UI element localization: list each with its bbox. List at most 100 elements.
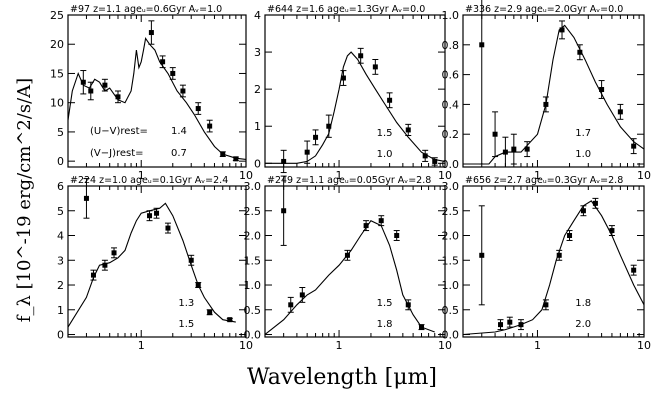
vj-rest-value: 0.7 [171,148,187,159]
uv-rest-value: 1.3 [178,298,194,309]
x-tick-label: 10 [438,169,452,182]
data-point [559,27,565,33]
panel-frame [462,14,645,168]
data-point [170,70,176,76]
y-tick-label: 1.0 [442,279,460,292]
data-point [220,151,226,157]
vj-rest-value: 1.0 [377,149,393,160]
y-tick-label: 2 [254,83,261,96]
data-point [195,282,201,288]
x-tick-label: 1 [534,169,541,182]
data-point [111,250,117,256]
panel-frame [67,14,247,168]
y-tick-label: 0.5 [244,304,262,317]
x-tick-label: 1 [138,339,145,352]
y-tick-label: 15 [50,67,64,80]
vj-rest-value: 1.8 [377,319,393,330]
x-tick-label: 10 [239,169,253,182]
model-spectrum [463,200,644,336]
data-point [304,149,310,155]
data-point [288,302,294,308]
model-spectrum [68,202,236,328]
data-point [524,146,530,152]
y-tick-label: 4 [57,230,64,243]
vj-rest-value: 2.0 [575,319,591,330]
uv-rest-value: 1.5 [377,298,393,309]
x-tick-label: 1 [336,339,343,352]
data-point [617,109,623,115]
data-point [372,64,378,70]
data-point [207,309,213,315]
model-spectrum [265,51,445,164]
data-point [148,30,154,36]
data-point [188,257,194,263]
uv-rest-label: (U−V)rest= [90,126,148,137]
vj-rest-label: (V−J)rest= [90,148,144,159]
data-point [502,149,508,155]
data-point [340,75,346,81]
data-point [498,322,504,328]
panel-frame [462,185,645,338]
data-point [422,153,428,159]
data-point [479,252,485,258]
model-spectrum [265,220,435,335]
data-point [281,158,287,164]
data-point [543,101,549,107]
panel-title: #97 z=1.1 ageᵤ=0.6Gyr Aᵥ=1.0 [70,4,222,15]
uv-rest-value: 1.7 [575,128,591,139]
y-tick-label: 0 [57,329,64,342]
data-point [631,267,637,273]
data-point [492,131,498,137]
data-point [507,319,513,325]
panel-title: #249 z=1.1 ageᵤ=0.05Gyr Aᵥ=2.8 [267,175,431,186]
uv-rest-value: 1.8 [575,298,591,309]
y-tick-label: 2.0 [244,230,262,243]
x-tick-label: 1 [336,169,343,182]
y-tick-label: 3.0 [244,180,262,193]
uv-rest-value: 1.5 [377,128,393,139]
data-point [90,272,96,278]
panel-title: #656 z=2.7 ageᵤ=0.3Gyr Aᵥ=2.8 [465,175,623,186]
x-tick-label: 10 [239,339,253,352]
y-tick-label: 3 [254,46,261,59]
x-tick-label: 10 [637,339,651,352]
data-point [80,79,86,85]
y-tick-label: 2.0 [442,230,460,243]
data-point [631,143,637,149]
y-tick-label: 1 [57,304,64,317]
data-point [180,88,186,94]
data-point [577,49,583,55]
data-point [599,87,605,93]
data-point [358,53,364,59]
vj-rest-value: 1.0 [575,149,591,160]
panel-title: #336 z=2.9 ageᵤ=2.0Gyr Aᵥ=0.0 [465,4,623,15]
panel-frame [67,185,247,338]
data-point [281,208,287,214]
y-tick-label: 25 [50,9,64,22]
data-point [344,252,350,258]
data-point [405,302,411,308]
data-point [378,218,384,224]
data-point [160,59,166,65]
data-point [102,262,108,268]
panel-title: #644 z=1.6 ageᵤ=1.3Gyr Aᵥ=0.0 [267,4,425,15]
data-point [83,195,89,201]
data-point [88,88,94,94]
y-tick-label: 0.0 [442,329,460,342]
data-point [518,322,524,328]
data-point [102,82,108,88]
y-tick-label: 0.4 [442,98,460,111]
data-point [363,223,369,229]
panel-title: #224 z=1.0 ageᵤ=0.1Gyr Aᵥ=2.4 [70,175,228,186]
y-tick-label: 0.6 [442,69,460,82]
data-point [592,200,598,206]
y-tick-label: 2.5 [442,205,460,218]
panel-5: #249 z=1.1 ageᵤ=0.05Gyr Aᵥ=2.8 1 10 0.0 0.5 1… [244,175,453,352]
panel-2: #644 z=1.6 ageᵤ=1.3Gyr Aᵥ=0.0 1 10 0 1 2 3 4 1.5… [254,4,452,182]
y-tick-label: 20 [50,38,64,51]
y-tick-label: 0 [57,155,64,168]
x-tick-label: 1 [534,339,541,352]
data-point [154,210,160,216]
